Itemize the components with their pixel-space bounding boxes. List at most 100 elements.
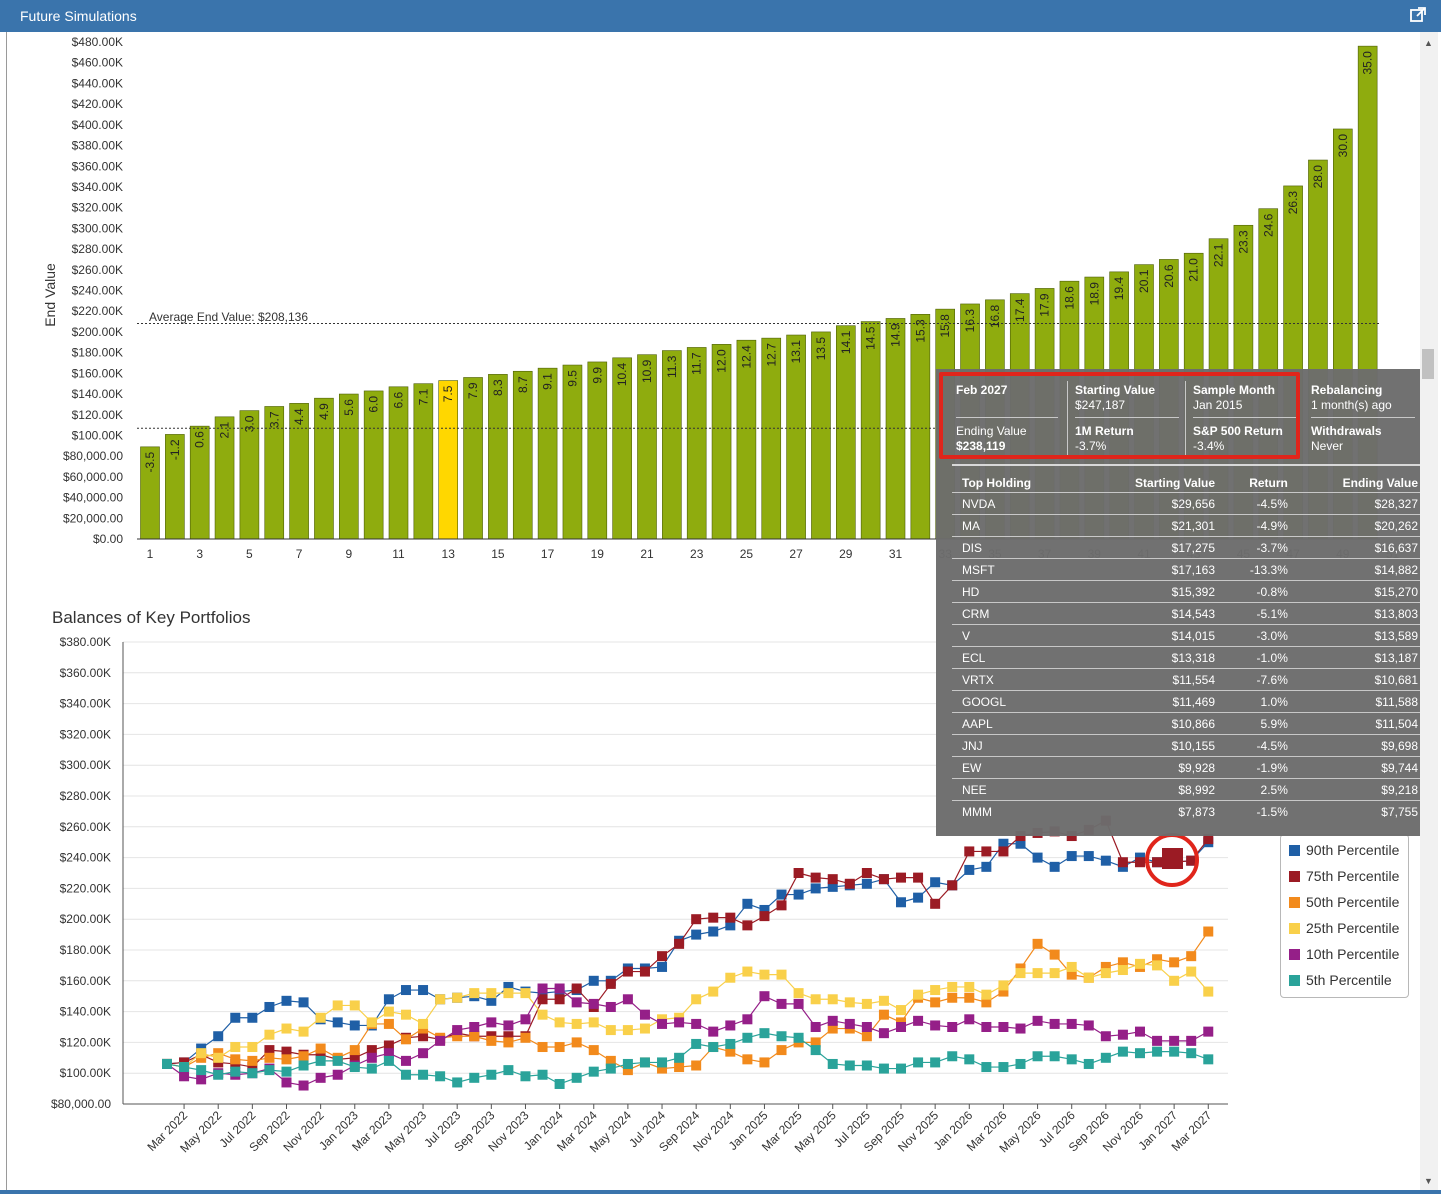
series-point[interactable] <box>383 1055 394 1066</box>
series-point[interactable] <box>452 1025 463 1036</box>
series-point[interactable] <box>776 1031 787 1042</box>
series-point[interactable] <box>554 1017 565 1028</box>
series-point[interactable] <box>1117 957 1128 968</box>
series-point[interactable] <box>998 1022 1009 1032</box>
series-point[interactable] <box>503 1065 514 1076</box>
series-point[interactable] <box>1152 960 1163 971</box>
series-point[interactable] <box>742 1014 753 1025</box>
series-point[interactable] <box>827 874 838 885</box>
series-point[interactable] <box>605 1001 616 1012</box>
series-point[interactable] <box>981 861 992 872</box>
series-point[interactable] <box>639 1057 650 1068</box>
series-point[interactable] <box>281 1066 292 1077</box>
series-point[interactable] <box>759 991 770 1002</box>
series-point[interactable] <box>1083 972 1094 983</box>
series-point[interactable] <box>725 912 736 923</box>
series-point[interactable] <box>1066 969 1077 980</box>
series-point[interactable] <box>1066 961 1077 972</box>
series-point[interactable] <box>913 989 924 1000</box>
series-point[interactable] <box>930 877 941 888</box>
series-point[interactable] <box>230 1012 241 1023</box>
series-point[interactable] <box>1066 831 1077 842</box>
series-point[interactable] <box>691 1018 702 1029</box>
legend-item-90th[interactable]: 90th Percentile <box>1289 842 1399 862</box>
series-point[interactable] <box>1032 852 1043 863</box>
series-point[interactable] <box>349 1052 360 1063</box>
series-point[interactable] <box>486 995 497 1006</box>
series-point[interactable] <box>315 1012 326 1023</box>
series-point[interactable] <box>554 1042 565 1053</box>
series-point[interactable] <box>520 1032 531 1043</box>
series-point[interactable] <box>349 1020 360 1031</box>
series-point[interactable] <box>383 1048 394 1059</box>
series-point[interactable] <box>1152 1046 1163 1057</box>
end-value-bar[interactable] <box>388 386 409 540</box>
series-point[interactable] <box>1032 938 1043 949</box>
series-point[interactable] <box>1049 1051 1060 1062</box>
series-point[interactable] <box>742 920 753 931</box>
series-point[interactable] <box>1169 975 1180 986</box>
series-point[interactable] <box>588 1045 599 1056</box>
series-point[interactable] <box>1203 834 1214 845</box>
series-point[interactable] <box>418 985 429 996</box>
series-point[interactable] <box>1083 851 1094 862</box>
series-point[interactable] <box>622 966 633 977</box>
series-point[interactable] <box>947 1051 958 1062</box>
series-point[interactable] <box>264 1052 275 1063</box>
series-point[interactable] <box>896 1005 907 1016</box>
series-point[interactable] <box>964 981 975 992</box>
series-point[interactable] <box>520 1071 531 1082</box>
series-point[interactable] <box>332 1017 343 1028</box>
series-point[interactable] <box>981 997 992 1008</box>
series-point[interactable] <box>1186 951 1197 962</box>
series-point[interactable] <box>1066 1054 1077 1065</box>
series-point[interactable] <box>1117 1029 1128 1040</box>
series-point[interactable] <box>213 1069 224 1080</box>
series-point[interactable] <box>281 1077 292 1088</box>
series-point[interactable] <box>639 966 650 977</box>
series-point[interactable] <box>657 1018 668 1029</box>
series-point[interactable] <box>332 1069 343 1080</box>
series-point[interactable] <box>725 920 736 931</box>
series-point[interactable] <box>759 1028 770 1039</box>
series-point[interactable] <box>520 988 531 999</box>
series-point[interactable] <box>622 1025 633 1036</box>
series-point[interactable] <box>998 846 1009 857</box>
external-link-icon[interactable] <box>1409 6 1427 24</box>
series-point[interactable] <box>947 1022 958 1032</box>
series-point[interactable] <box>930 997 941 1008</box>
series-point[interactable] <box>537 1042 548 1053</box>
series-point[interactable] <box>366 1045 377 1056</box>
series-point[interactable] <box>588 975 599 986</box>
series-point[interactable] <box>1134 1026 1145 1037</box>
series-point[interactable] <box>264 1045 275 1056</box>
series-point[interactable] <box>1100 855 1111 866</box>
series-point[interactable] <box>1032 968 1043 979</box>
series-point[interactable] <box>947 981 958 992</box>
series-point[interactable] <box>281 995 292 1006</box>
end-value-bar[interactable] <box>811 331 831 540</box>
series-point[interactable] <box>230 1042 241 1053</box>
series-point[interactable] <box>537 1009 548 1020</box>
series-point[interactable] <box>861 998 872 1009</box>
series-point[interactable] <box>1152 1035 1163 1046</box>
series-point[interactable] <box>776 1045 787 1056</box>
series-point[interactable] <box>1015 1058 1026 1069</box>
series-point[interactable] <box>930 985 941 996</box>
series-point[interactable] <box>571 997 582 1008</box>
series-point[interactable] <box>622 1065 633 1076</box>
series-point[interactable] <box>400 1034 411 1045</box>
series-point[interactable] <box>878 995 889 1006</box>
series-point[interactable] <box>315 1049 326 1060</box>
series-point[interactable] <box>247 1012 258 1023</box>
series-point[interactable] <box>1134 958 1145 969</box>
series-point[interactable] <box>281 1046 292 1057</box>
series-point[interactable] <box>947 992 958 1003</box>
end-value-bar[interactable] <box>686 347 707 540</box>
series-point[interactable] <box>554 994 565 1005</box>
series-point[interactable] <box>537 983 548 994</box>
series-point[interactable] <box>708 926 719 937</box>
series-point[interactable] <box>913 872 924 883</box>
series-point[interactable] <box>588 1066 599 1077</box>
series-point[interactable] <box>264 1001 275 1012</box>
